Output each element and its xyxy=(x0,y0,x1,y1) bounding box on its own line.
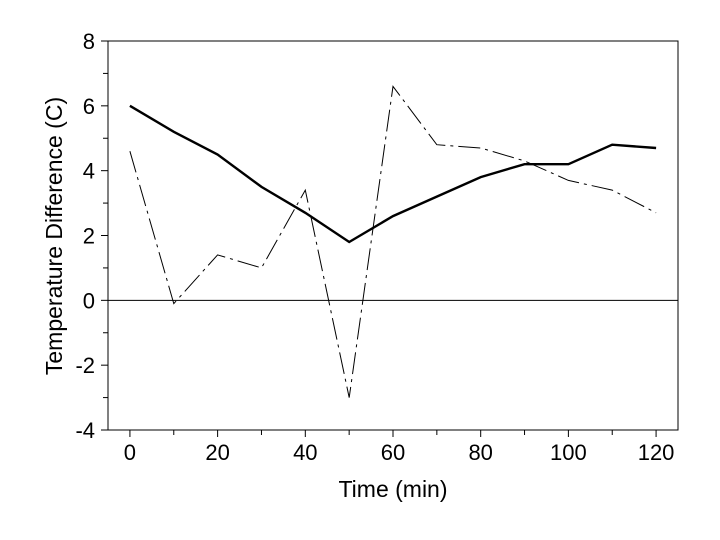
plot-frame xyxy=(107,40,679,431)
x-tick-label-20: 20 xyxy=(205,440,229,465)
y-tick-label--4: -4 xyxy=(75,418,95,443)
y-axis-title: Temperature Difference (C) xyxy=(41,97,67,375)
x-tick-label-120: 120 xyxy=(638,440,675,465)
y-tick-label-2: 2 xyxy=(83,224,95,249)
x-tick-label-0: 0 xyxy=(124,440,136,465)
x-tick-label-40: 40 xyxy=(293,440,317,465)
y-tick-label-0: 0 xyxy=(83,288,95,313)
y-tick-label-8: 8 xyxy=(83,29,95,54)
x-axis-title: Time (min) xyxy=(338,476,447,502)
series-2-line xyxy=(129,85,657,398)
x-tick-label-80: 80 xyxy=(468,440,492,465)
x-tick-label-100: 100 xyxy=(550,440,587,465)
x-tick-label-60: 60 xyxy=(381,440,405,465)
series-1-line xyxy=(129,104,657,244)
y-tick-label--2: -2 xyxy=(75,353,95,378)
y-tick-label-6: 6 xyxy=(83,94,95,119)
y-tick-label-4: 4 xyxy=(83,159,95,184)
